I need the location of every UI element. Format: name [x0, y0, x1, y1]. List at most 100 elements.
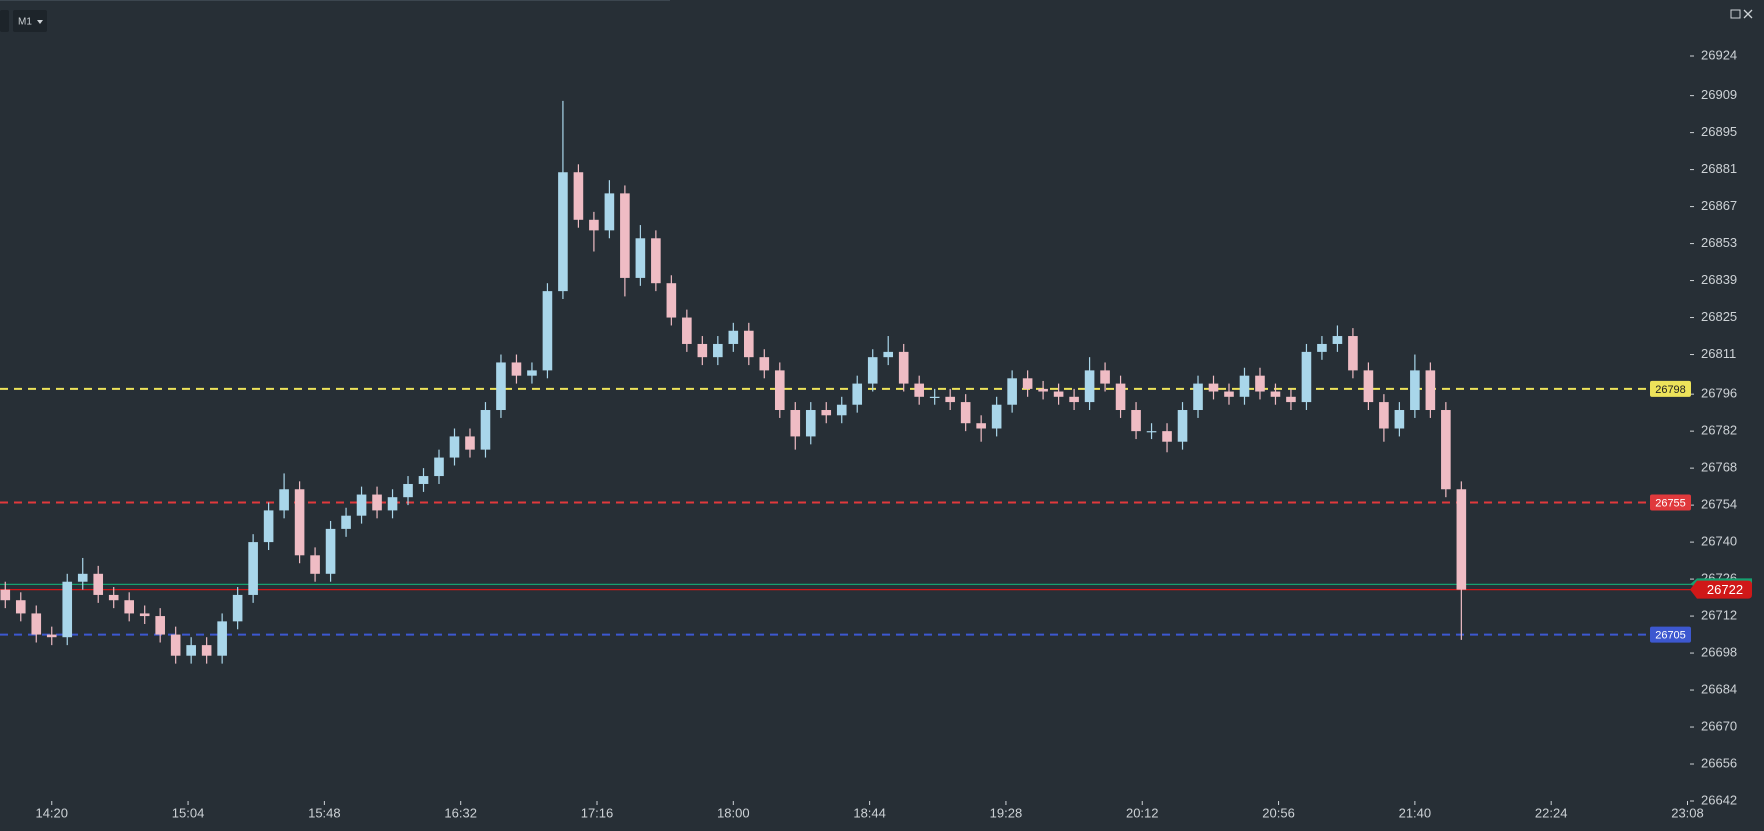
candle-body [558, 172, 568, 292]
candle-body [991, 404, 1002, 429]
candle-body [790, 410, 801, 437]
level-label: 26755 [1655, 497, 1686, 509]
candle-body [1410, 370, 1420, 411]
y-tick-label: 26881 [1701, 161, 1737, 176]
x-tick-label: 23:08 [1671, 805, 1704, 820]
y-tick-label: 26867 [1701, 198, 1737, 213]
candle-body [1317, 343, 1327, 352]
candle-body [139, 613, 150, 617]
level-label-box [1650, 380, 1691, 397]
candle-body [1239, 375, 1250, 397]
candle-body [1007, 378, 1017, 405]
candle-body [186, 645, 196, 656]
candle-body [418, 476, 429, 484]
candle-body [263, 510, 274, 543]
candle-body [1100, 370, 1110, 384]
candle-body [805, 410, 816, 437]
maximize-icon[interactable] [1730, 9, 1741, 19]
candle-body [898, 351, 909, 384]
candle-body [294, 489, 305, 556]
dropdown-arrow [37, 20, 43, 24]
candle-body [573, 172, 584, 220]
candle-body [93, 573, 104, 595]
level-label-box [1650, 494, 1691, 511]
y-tick-label: 26811 [1701, 346, 1736, 361]
y-tick-label: 26924 [1701, 47, 1737, 62]
y-tick-label: 26698 [1701, 644, 1737, 659]
candle-body [1224, 391, 1234, 397]
candle-body [232, 594, 243, 622]
candle-body [155, 616, 165, 635]
candle-body [883, 351, 894, 358]
candle-body [1084, 370, 1095, 403]
candle-body [170, 634, 181, 656]
candle-body [929, 396, 940, 398]
candle-body [1379, 402, 1389, 429]
x-tick-label: 16:32 [444, 805, 477, 820]
candle-body [604, 193, 615, 231]
close-icon[interactable] [1743, 9, 1753, 19]
candle-body [496, 362, 506, 411]
timeframe-dropdown[interactable] [13, 10, 47, 32]
candle-body [867, 357, 878, 384]
candle-body [697, 343, 708, 358]
candle-body [620, 193, 630, 278]
candle-body [1069, 396, 1079, 403]
candle-body [62, 581, 73, 638]
candle-body [1255, 375, 1265, 392]
y-tick-label: 26825 [1701, 309, 1737, 324]
candle-body [279, 489, 289, 511]
x-tick-label: 18:44 [853, 805, 886, 820]
candle-body [527, 370, 537, 376]
candle-body [945, 396, 955, 403]
x-tick-label: 20:12 [1126, 805, 1159, 820]
level-label-box [1650, 626, 1691, 643]
candle-body [635, 238, 646, 278]
candle-body [201, 645, 212, 656]
candle-body [821, 410, 832, 416]
level-label: 26798 [1655, 384, 1686, 396]
candle-body [217, 621, 227, 656]
candle-body [124, 600, 135, 614]
candle-body [1394, 410, 1405, 429]
candle-body [325, 528, 336, 574]
price-tag [1690, 580, 1752, 599]
x-tick-label: 14:20 [35, 805, 68, 820]
y-tick-label: 26740 [1701, 534, 1737, 549]
y-tick-label: 26656 [1701, 755, 1737, 770]
candle-body [387, 497, 398, 511]
candle-body [77, 573, 88, 582]
candle-body [31, 613, 42, 635]
candle-body [1131, 410, 1141, 432]
x-tick-label: 19:28 [990, 805, 1023, 820]
candle-body [728, 330, 739, 344]
candle-body [511, 362, 522, 376]
y-tick-label: 26895 [1701, 124, 1737, 139]
candle-body [1115, 383, 1126, 411]
x-tick-label: 21:40 [1399, 805, 1432, 820]
candle-body [1053, 391, 1064, 397]
candle-body [1363, 370, 1374, 403]
x-tick-label: 20:56 [1262, 805, 1295, 820]
x-tick-label: 15:48 [308, 805, 341, 820]
candle-body [1177, 410, 1188, 442]
left-button[interactable] [0, 10, 9, 32]
candle-body [774, 370, 785, 411]
candle-body [403, 483, 413, 498]
candle-body [1022, 378, 1033, 389]
y-tick-label: 26754 [1701, 497, 1737, 512]
x-tick-label: 22:24 [1535, 805, 1568, 820]
candle-body [744, 330, 754, 358]
level-label: 26705 [1655, 629, 1686, 641]
y-tick-label: 26684 [1701, 681, 1737, 696]
candle-body [1301, 351, 1312, 403]
candle-body [372, 494, 382, 511]
y-tick-label: 26796 [1701, 386, 1737, 401]
candle-body [1193, 383, 1203, 411]
candle-body [1425, 370, 1436, 411]
candle-body [836, 404, 847, 416]
y-tick-label: 26712 [1701, 608, 1737, 623]
candle-body [1332, 336, 1343, 344]
candle-body [46, 634, 57, 638]
